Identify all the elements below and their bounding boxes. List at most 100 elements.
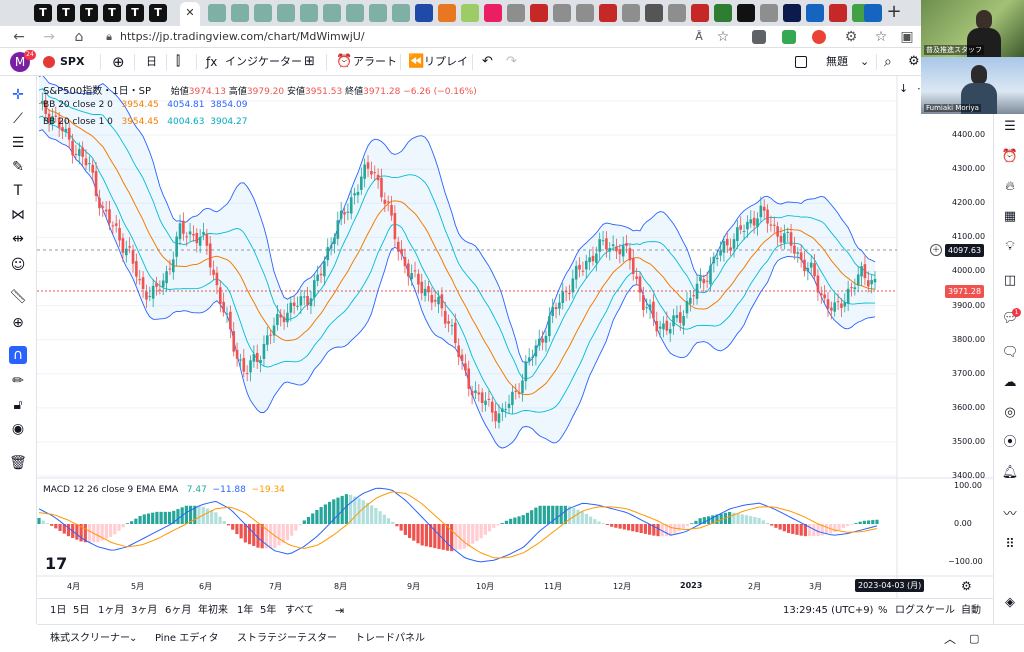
browser-tab[interactable] <box>829 4 847 22</box>
ruler-icon[interactable]: 📏︎ <box>9 289 27 305</box>
tab-pine-editor[interactable]: Pine エディタ <box>155 633 219 644</box>
browser-tab[interactable] <box>323 4 341 22</box>
search-icon[interactable]: ⌕ <box>884 54 892 70</box>
range-button[interactable]: 3ヶ月 <box>131 605 158 616</box>
auto-scale-toggle[interactable]: 自動 <box>961 605 981 616</box>
browser-tab[interactable] <box>507 4 525 22</box>
legend-bb1[interactable]: BB 20 close 2 0 3954.45 4054.81 3854.09 <box>43 100 247 110</box>
alert-icon[interactable]: ⏰ <box>336 54 353 69</box>
emoji-icon[interactable]: ☺ <box>10 257 26 273</box>
replay-icon[interactable]: ⏪ <box>408 54 425 69</box>
extensions-icon[interactable]: ⚙ <box>844 29 858 45</box>
alert-button[interactable]: アラート <box>353 55 397 68</box>
forward-icon[interactable]: → <box>43 29 55 45</box>
new-tab-button[interactable]: + <box>886 1 902 22</box>
redo-icon[interactable]: ↷ <box>506 54 517 69</box>
stream-icon[interactable]: ◫ <box>1003 273 1017 288</box>
reading-mode-icon[interactable]: Ā́ <box>695 30 703 43</box>
browser-tab[interactable] <box>783 4 801 22</box>
goto-date-icon[interactable]: ⇥ <box>335 604 345 617</box>
zoom-in-icon[interactable]: ⊕ <box>12 315 24 331</box>
browser-tab[interactable] <box>760 4 778 22</box>
tab-trading-panel[interactable]: トレードパネル <box>355 633 425 644</box>
home-icon[interactable]: ⌂ <box>74 29 84 45</box>
close-icon[interactable]: ✕ <box>185 6 195 19</box>
browser-tab[interactable] <box>645 4 663 22</box>
browser-tab[interactable]: T <box>126 4 144 22</box>
layout-name[interactable]: 無題 <box>826 55 848 68</box>
replay-button[interactable]: リプレイ <box>424 55 468 68</box>
legend-macd[interactable]: MACD 12 26 close 9 EMA EMA 7.47 −11.88 −… <box>43 485 285 495</box>
browser-tab[interactable]: T <box>34 4 52 22</box>
browser-tab[interactable] <box>484 4 502 22</box>
browser-tab[interactable] <box>438 4 456 22</box>
symbol-search-button[interactable]: SPX <box>60 55 85 68</box>
chart-pane[interactable]: S&P500指数・1日・SP 始値3974.13 高値3979.20 安値395… <box>37 76 993 598</box>
templates-icon[interactable]: ⊞ <box>304 54 315 69</box>
tradingview-logo[interactable]: 17 <box>45 554 68 573</box>
layers-icon[interactable]: ◈ <box>1005 595 1015 610</box>
candle-style-icon[interactable]: ⫿ <box>176 54 181 69</box>
magnet-icon[interactable]: ∩ <box>9 346 27 364</box>
browser-tab[interactable] <box>622 4 640 22</box>
extension-icon[interactable] <box>782 30 796 44</box>
apps-icon[interactable]: ⠿ <box>1005 537 1015 552</box>
range-button[interactable]: 1ヶ月 <box>98 605 125 616</box>
favorite-star-icon[interactable]: ☆ <box>716 29 730 45</box>
browser-tab[interactable] <box>714 4 732 22</box>
legend-bb2[interactable]: BB 20 close 1 0 3954.45 4004.63 3904.27 <box>43 117 247 127</box>
range-button[interactable]: 6ヶ月 <box>165 605 192 616</box>
browser-tab[interactable] <box>208 4 226 22</box>
watchlist-icon[interactable]: ☰ <box>1004 119 1016 134</box>
brush-icon[interactable]: ✎ <box>12 159 24 175</box>
collapse-panel-icon[interactable]: ︿ <box>944 632 957 646</box>
browser-tab[interactable] <box>553 4 571 22</box>
symbol-title[interactable]: S&P500指数・1日・SP <box>43 86 152 97</box>
browser-tab[interactable] <box>346 4 364 22</box>
browser-tab[interactable] <box>461 4 479 22</box>
calendar-icon[interactable]: ▦ <box>1003 209 1017 224</box>
time-axis-settings-icon[interactable]: ⚙ <box>961 579 972 593</box>
browser-tab[interactable] <box>231 4 249 22</box>
notifications-icon[interactable]: 🔔︎ <box>1001 465 1019 480</box>
pulse-icon[interactable]: 〰 <box>1003 507 1017 522</box>
back-icon[interactable]: ← <box>13 29 25 45</box>
browser-tab[interactable] <box>576 4 594 22</box>
text-icon[interactable]: T <box>13 183 23 199</box>
indicators-button[interactable]: インジケーター <box>225 55 302 68</box>
prediction-icon[interactable]: ⇹ <box>12 231 24 247</box>
extension-icon[interactable] <box>752 30 766 44</box>
chevron-down-icon[interactable]: ⌄ <box>129 633 138 644</box>
hotlist-icon[interactable]: 🔥︎ <box>1005 179 1015 194</box>
browser-tab[interactable] <box>300 4 318 22</box>
pattern-icon[interactable]: ⋈ <box>11 207 25 223</box>
lock-drawings-icon[interactable]: ✏︎ <box>12 373 24 389</box>
maximize-panel-icon[interactable]: ▢ <box>969 632 980 645</box>
browser-tab[interactable] <box>737 4 755 22</box>
extension-icon[interactable] <box>812 30 826 44</box>
log-scale-toggle[interactable]: ログスケール <box>895 605 955 616</box>
chevron-down-icon[interactable]: ⌄ <box>860 55 870 68</box>
eye-icon[interactable]: ◉ <box>11 421 25 437</box>
add-alert-icon[interactable]: + <box>930 244 942 256</box>
ideas-icon[interactable]: 💡︎ <box>1005 239 1015 254</box>
range-button[interactable]: 5年 <box>260 605 277 616</box>
broadcast-icon[interactable]: ⦿ <box>1003 435 1017 450</box>
private-chat-icon[interactable]: 🗨︎ <box>1001 345 1019 360</box>
ideas-stream-icon[interactable]: ☁︎ <box>1003 375 1017 390</box>
fib-retracement-icon[interactable]: ☰ <box>11 135 25 151</box>
undo-icon[interactable]: ↶ <box>482 54 493 69</box>
browser-tab[interactable] <box>806 4 824 22</box>
settings-gear-icon[interactable]: ⚙ <box>908 54 920 69</box>
percent-toggle[interactable]: % <box>878 605 888 616</box>
indicators-icon[interactable]: ƒx <box>206 55 218 69</box>
range-button[interactable]: 1年 <box>237 605 254 616</box>
collections-icon[interactable]: ▣ <box>900 29 914 45</box>
browser-tab[interactable] <box>691 4 709 22</box>
trash-icon[interactable]: 🗑︎ <box>9 455 27 471</box>
layout-checkbox[interactable] <box>795 56 807 68</box>
signal-icon[interactable]: ◎ <box>1004 405 1016 420</box>
browser-tab[interactable] <box>668 4 686 22</box>
browser-tab-active[interactable]: ✕ <box>180 2 200 26</box>
browser-tab[interactable] <box>254 4 272 22</box>
